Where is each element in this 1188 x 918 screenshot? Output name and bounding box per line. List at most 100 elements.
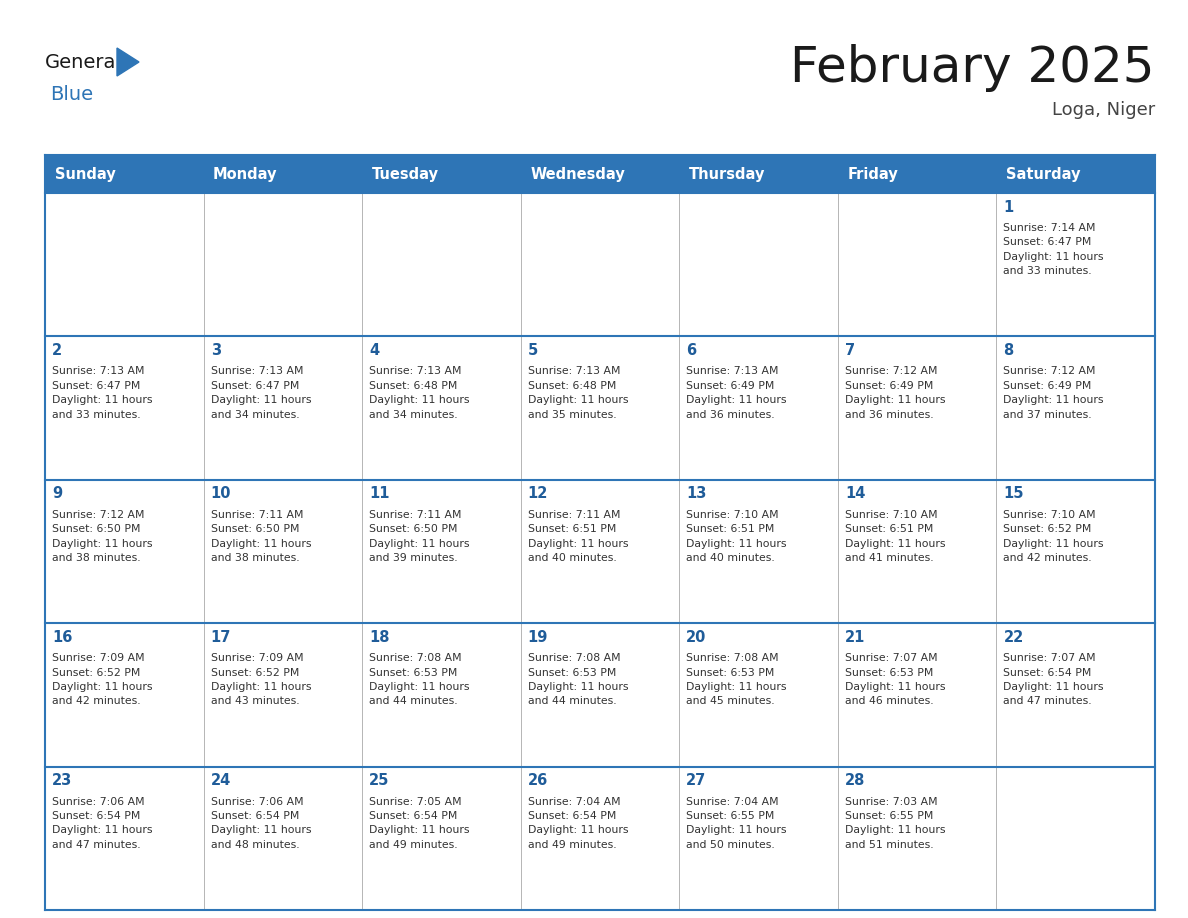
Text: Blue: Blue	[50, 85, 93, 105]
Text: 19: 19	[527, 630, 548, 644]
Bar	[680, 480, 838, 623]
Text: 11: 11	[369, 487, 390, 501]
Bar	[203, 767, 362, 910]
Bar	[520, 480, 680, 623]
Text: 10: 10	[210, 487, 232, 501]
Text: Friday: Friday	[847, 166, 898, 182]
Text: Sunrise: 7:04 AM
Sunset: 6:55 PM
Daylight: 11 hours
and 50 minutes.: Sunrise: 7:04 AM Sunset: 6:55 PM Dayligh…	[687, 797, 786, 850]
Text: Sunrise: 7:12 AM
Sunset: 6:50 PM
Daylight: 11 hours
and 38 minutes.: Sunrise: 7:12 AM Sunset: 6:50 PM Dayligh…	[52, 509, 152, 563]
Bar	[203, 623, 362, 767]
Bar	[838, 623, 997, 767]
Text: Sunrise: 7:08 AM
Sunset: 6:53 PM
Daylight: 11 hours
and 45 minutes.: Sunrise: 7:08 AM Sunset: 6:53 PM Dayligh…	[687, 654, 786, 706]
Bar	[680, 155, 838, 193]
Bar	[997, 623, 1155, 767]
Text: Sunrise: 7:09 AM
Sunset: 6:52 PM
Daylight: 11 hours
and 42 minutes.: Sunrise: 7:09 AM Sunset: 6:52 PM Dayligh…	[52, 654, 152, 706]
Text: Sunday: Sunday	[55, 166, 115, 182]
Bar	[997, 480, 1155, 623]
Text: Sunrise: 7:11 AM
Sunset: 6:50 PM
Daylight: 11 hours
and 38 minutes.: Sunrise: 7:11 AM Sunset: 6:50 PM Dayligh…	[210, 509, 311, 563]
Text: February 2025: February 2025	[790, 44, 1155, 92]
Polygon shape	[116, 48, 139, 76]
Text: 7: 7	[845, 343, 855, 358]
Bar	[838, 767, 997, 910]
Bar	[203, 193, 362, 336]
Text: 16: 16	[52, 630, 72, 644]
Bar	[520, 336, 680, 480]
Text: 9: 9	[52, 487, 62, 501]
Text: 12: 12	[527, 487, 548, 501]
Text: Sunrise: 7:11 AM
Sunset: 6:51 PM
Daylight: 11 hours
and 40 minutes.: Sunrise: 7:11 AM Sunset: 6:51 PM Dayligh…	[527, 509, 628, 563]
Text: Sunrise: 7:13 AM
Sunset: 6:48 PM
Daylight: 11 hours
and 35 minutes.: Sunrise: 7:13 AM Sunset: 6:48 PM Dayligh…	[527, 366, 628, 420]
Text: 21: 21	[845, 630, 865, 644]
Text: Wednesday: Wednesday	[530, 166, 625, 182]
Bar	[45, 193, 203, 336]
Bar	[838, 336, 997, 480]
Bar	[838, 193, 997, 336]
Text: 13: 13	[687, 487, 707, 501]
Text: Sunrise: 7:08 AM
Sunset: 6:53 PM
Daylight: 11 hours
and 44 minutes.: Sunrise: 7:08 AM Sunset: 6:53 PM Dayligh…	[527, 654, 628, 706]
Text: 27: 27	[687, 773, 707, 788]
Text: Sunrise: 7:05 AM
Sunset: 6:54 PM
Daylight: 11 hours
and 49 minutes.: Sunrise: 7:05 AM Sunset: 6:54 PM Dayligh…	[369, 797, 469, 850]
Text: Monday: Monday	[213, 166, 278, 182]
Bar	[997, 336, 1155, 480]
Text: Saturday: Saturday	[1006, 166, 1080, 182]
Bar	[362, 623, 520, 767]
Text: Sunrise: 7:13 AM
Sunset: 6:47 PM
Daylight: 11 hours
and 33 minutes.: Sunrise: 7:13 AM Sunset: 6:47 PM Dayligh…	[52, 366, 152, 420]
Text: Sunrise: 7:12 AM
Sunset: 6:49 PM
Daylight: 11 hours
and 37 minutes.: Sunrise: 7:12 AM Sunset: 6:49 PM Dayligh…	[1004, 366, 1104, 420]
Bar	[362, 193, 520, 336]
Bar	[997, 155, 1155, 193]
Bar	[680, 336, 838, 480]
Text: 4: 4	[369, 343, 379, 358]
Text: 20: 20	[687, 630, 707, 644]
Text: Sunrise: 7:13 AM
Sunset: 6:49 PM
Daylight: 11 hours
and 36 minutes.: Sunrise: 7:13 AM Sunset: 6:49 PM Dayligh…	[687, 366, 786, 420]
Text: 15: 15	[1004, 487, 1024, 501]
Bar	[362, 480, 520, 623]
Text: 17: 17	[210, 630, 230, 644]
Bar	[680, 623, 838, 767]
Text: Loga, Niger: Loga, Niger	[1051, 101, 1155, 119]
Text: Sunrise: 7:14 AM
Sunset: 6:47 PM
Daylight: 11 hours
and 33 minutes.: Sunrise: 7:14 AM Sunset: 6:47 PM Dayligh…	[1004, 223, 1104, 276]
Bar	[997, 193, 1155, 336]
Bar	[45, 155, 203, 193]
Text: Sunrise: 7:12 AM
Sunset: 6:49 PM
Daylight: 11 hours
and 36 minutes.: Sunrise: 7:12 AM Sunset: 6:49 PM Dayligh…	[845, 366, 946, 420]
Text: 1: 1	[1004, 199, 1013, 215]
Text: 25: 25	[369, 773, 390, 788]
Text: 8: 8	[1004, 343, 1013, 358]
Bar	[45, 767, 203, 910]
Text: Sunrise: 7:10 AM
Sunset: 6:51 PM
Daylight: 11 hours
and 40 minutes.: Sunrise: 7:10 AM Sunset: 6:51 PM Dayligh…	[687, 509, 786, 563]
Text: Sunrise: 7:04 AM
Sunset: 6:54 PM
Daylight: 11 hours
and 49 minutes.: Sunrise: 7:04 AM Sunset: 6:54 PM Dayligh…	[527, 797, 628, 850]
Text: Sunrise: 7:13 AM
Sunset: 6:48 PM
Daylight: 11 hours
and 34 minutes.: Sunrise: 7:13 AM Sunset: 6:48 PM Dayligh…	[369, 366, 469, 420]
Bar	[838, 480, 997, 623]
Bar	[520, 193, 680, 336]
Bar	[362, 336, 520, 480]
Text: 28: 28	[845, 773, 865, 788]
Text: Sunrise: 7:07 AM
Sunset: 6:53 PM
Daylight: 11 hours
and 46 minutes.: Sunrise: 7:07 AM Sunset: 6:53 PM Dayligh…	[845, 654, 946, 706]
Text: Sunrise: 7:08 AM
Sunset: 6:53 PM
Daylight: 11 hours
and 44 minutes.: Sunrise: 7:08 AM Sunset: 6:53 PM Dayligh…	[369, 654, 469, 706]
Text: Sunrise: 7:10 AM
Sunset: 6:51 PM
Daylight: 11 hours
and 41 minutes.: Sunrise: 7:10 AM Sunset: 6:51 PM Dayligh…	[845, 509, 946, 563]
Text: Sunrise: 7:11 AM
Sunset: 6:50 PM
Daylight: 11 hours
and 39 minutes.: Sunrise: 7:11 AM Sunset: 6:50 PM Dayligh…	[369, 509, 469, 563]
Bar	[520, 623, 680, 767]
Bar	[362, 155, 520, 193]
Bar	[680, 767, 838, 910]
Text: Sunrise: 7:13 AM
Sunset: 6:47 PM
Daylight: 11 hours
and 34 minutes.: Sunrise: 7:13 AM Sunset: 6:47 PM Dayligh…	[210, 366, 311, 420]
Text: Tuesday: Tuesday	[372, 166, 438, 182]
Text: Sunrise: 7:06 AM
Sunset: 6:54 PM
Daylight: 11 hours
and 47 minutes.: Sunrise: 7:06 AM Sunset: 6:54 PM Dayligh…	[52, 797, 152, 850]
Text: 6: 6	[687, 343, 696, 358]
Text: Sunrise: 7:03 AM
Sunset: 6:55 PM
Daylight: 11 hours
and 51 minutes.: Sunrise: 7:03 AM Sunset: 6:55 PM Dayligh…	[845, 797, 946, 850]
Text: 24: 24	[210, 773, 230, 788]
Text: General: General	[45, 52, 122, 72]
Bar	[838, 155, 997, 193]
Text: Sunrise: 7:07 AM
Sunset: 6:54 PM
Daylight: 11 hours
and 47 minutes.: Sunrise: 7:07 AM Sunset: 6:54 PM Dayligh…	[1004, 654, 1104, 706]
Text: 18: 18	[369, 630, 390, 644]
Bar	[45, 480, 203, 623]
Bar	[520, 767, 680, 910]
Text: 3: 3	[210, 343, 221, 358]
Text: 23: 23	[52, 773, 72, 788]
Text: 26: 26	[527, 773, 548, 788]
Bar	[680, 193, 838, 336]
Text: Sunrise: 7:10 AM
Sunset: 6:52 PM
Daylight: 11 hours
and 42 minutes.: Sunrise: 7:10 AM Sunset: 6:52 PM Dayligh…	[1004, 509, 1104, 563]
Text: Sunrise: 7:09 AM
Sunset: 6:52 PM
Daylight: 11 hours
and 43 minutes.: Sunrise: 7:09 AM Sunset: 6:52 PM Dayligh…	[210, 654, 311, 706]
Text: Sunrise: 7:06 AM
Sunset: 6:54 PM
Daylight: 11 hours
and 48 minutes.: Sunrise: 7:06 AM Sunset: 6:54 PM Dayligh…	[210, 797, 311, 850]
Bar	[45, 623, 203, 767]
Text: 2: 2	[52, 343, 62, 358]
Bar	[997, 767, 1155, 910]
